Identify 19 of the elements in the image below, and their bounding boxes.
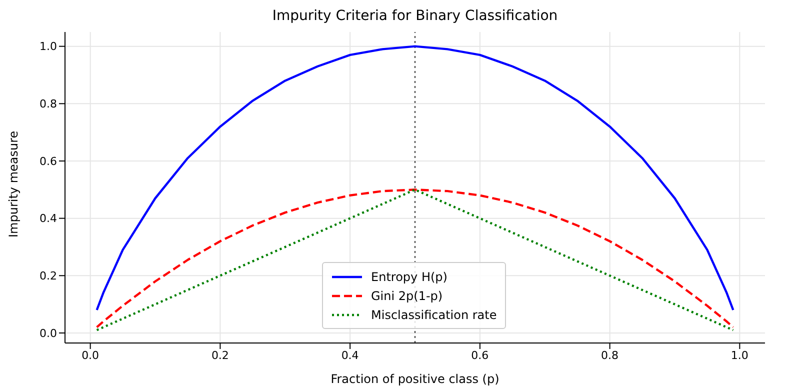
chart-title: Impurity Criteria for Binary Classification bbox=[271, 8, 559, 24]
x-tick-label: 0.0 bbox=[82, 348, 100, 362]
x-tick-label: 0.6 bbox=[471, 348, 489, 362]
legend-label: Gini 2p(1-p) bbox=[371, 288, 443, 302]
legend-label: Misclassification rate bbox=[371, 308, 497, 322]
x-tick-label: 0.8 bbox=[601, 348, 619, 362]
x-axis-title: Fraction of positive class (p) bbox=[330, 372, 500, 386]
y-tick-label: 0.2 bbox=[40, 270, 57, 283]
y-tick-label: 0.4 bbox=[40, 212, 57, 226]
y-tick-label: 0.0 bbox=[40, 326, 57, 340]
x-tick-label: 0.2 bbox=[211, 348, 229, 362]
y-tick-label: 0.6 bbox=[40, 154, 57, 168]
x-tick-label: 1.0 bbox=[730, 348, 748, 362]
line-series bbox=[96, 45, 734, 312]
y-tick-label: 1.0 bbox=[40, 40, 57, 54]
x-tick-label: 0.4 bbox=[341, 348, 359, 362]
legend-label: Entropy H(p) bbox=[371, 270, 448, 284]
y-tick-label: 0.8 bbox=[40, 98, 57, 111]
y-axis-title: Impurity measure bbox=[6, 130, 20, 238]
